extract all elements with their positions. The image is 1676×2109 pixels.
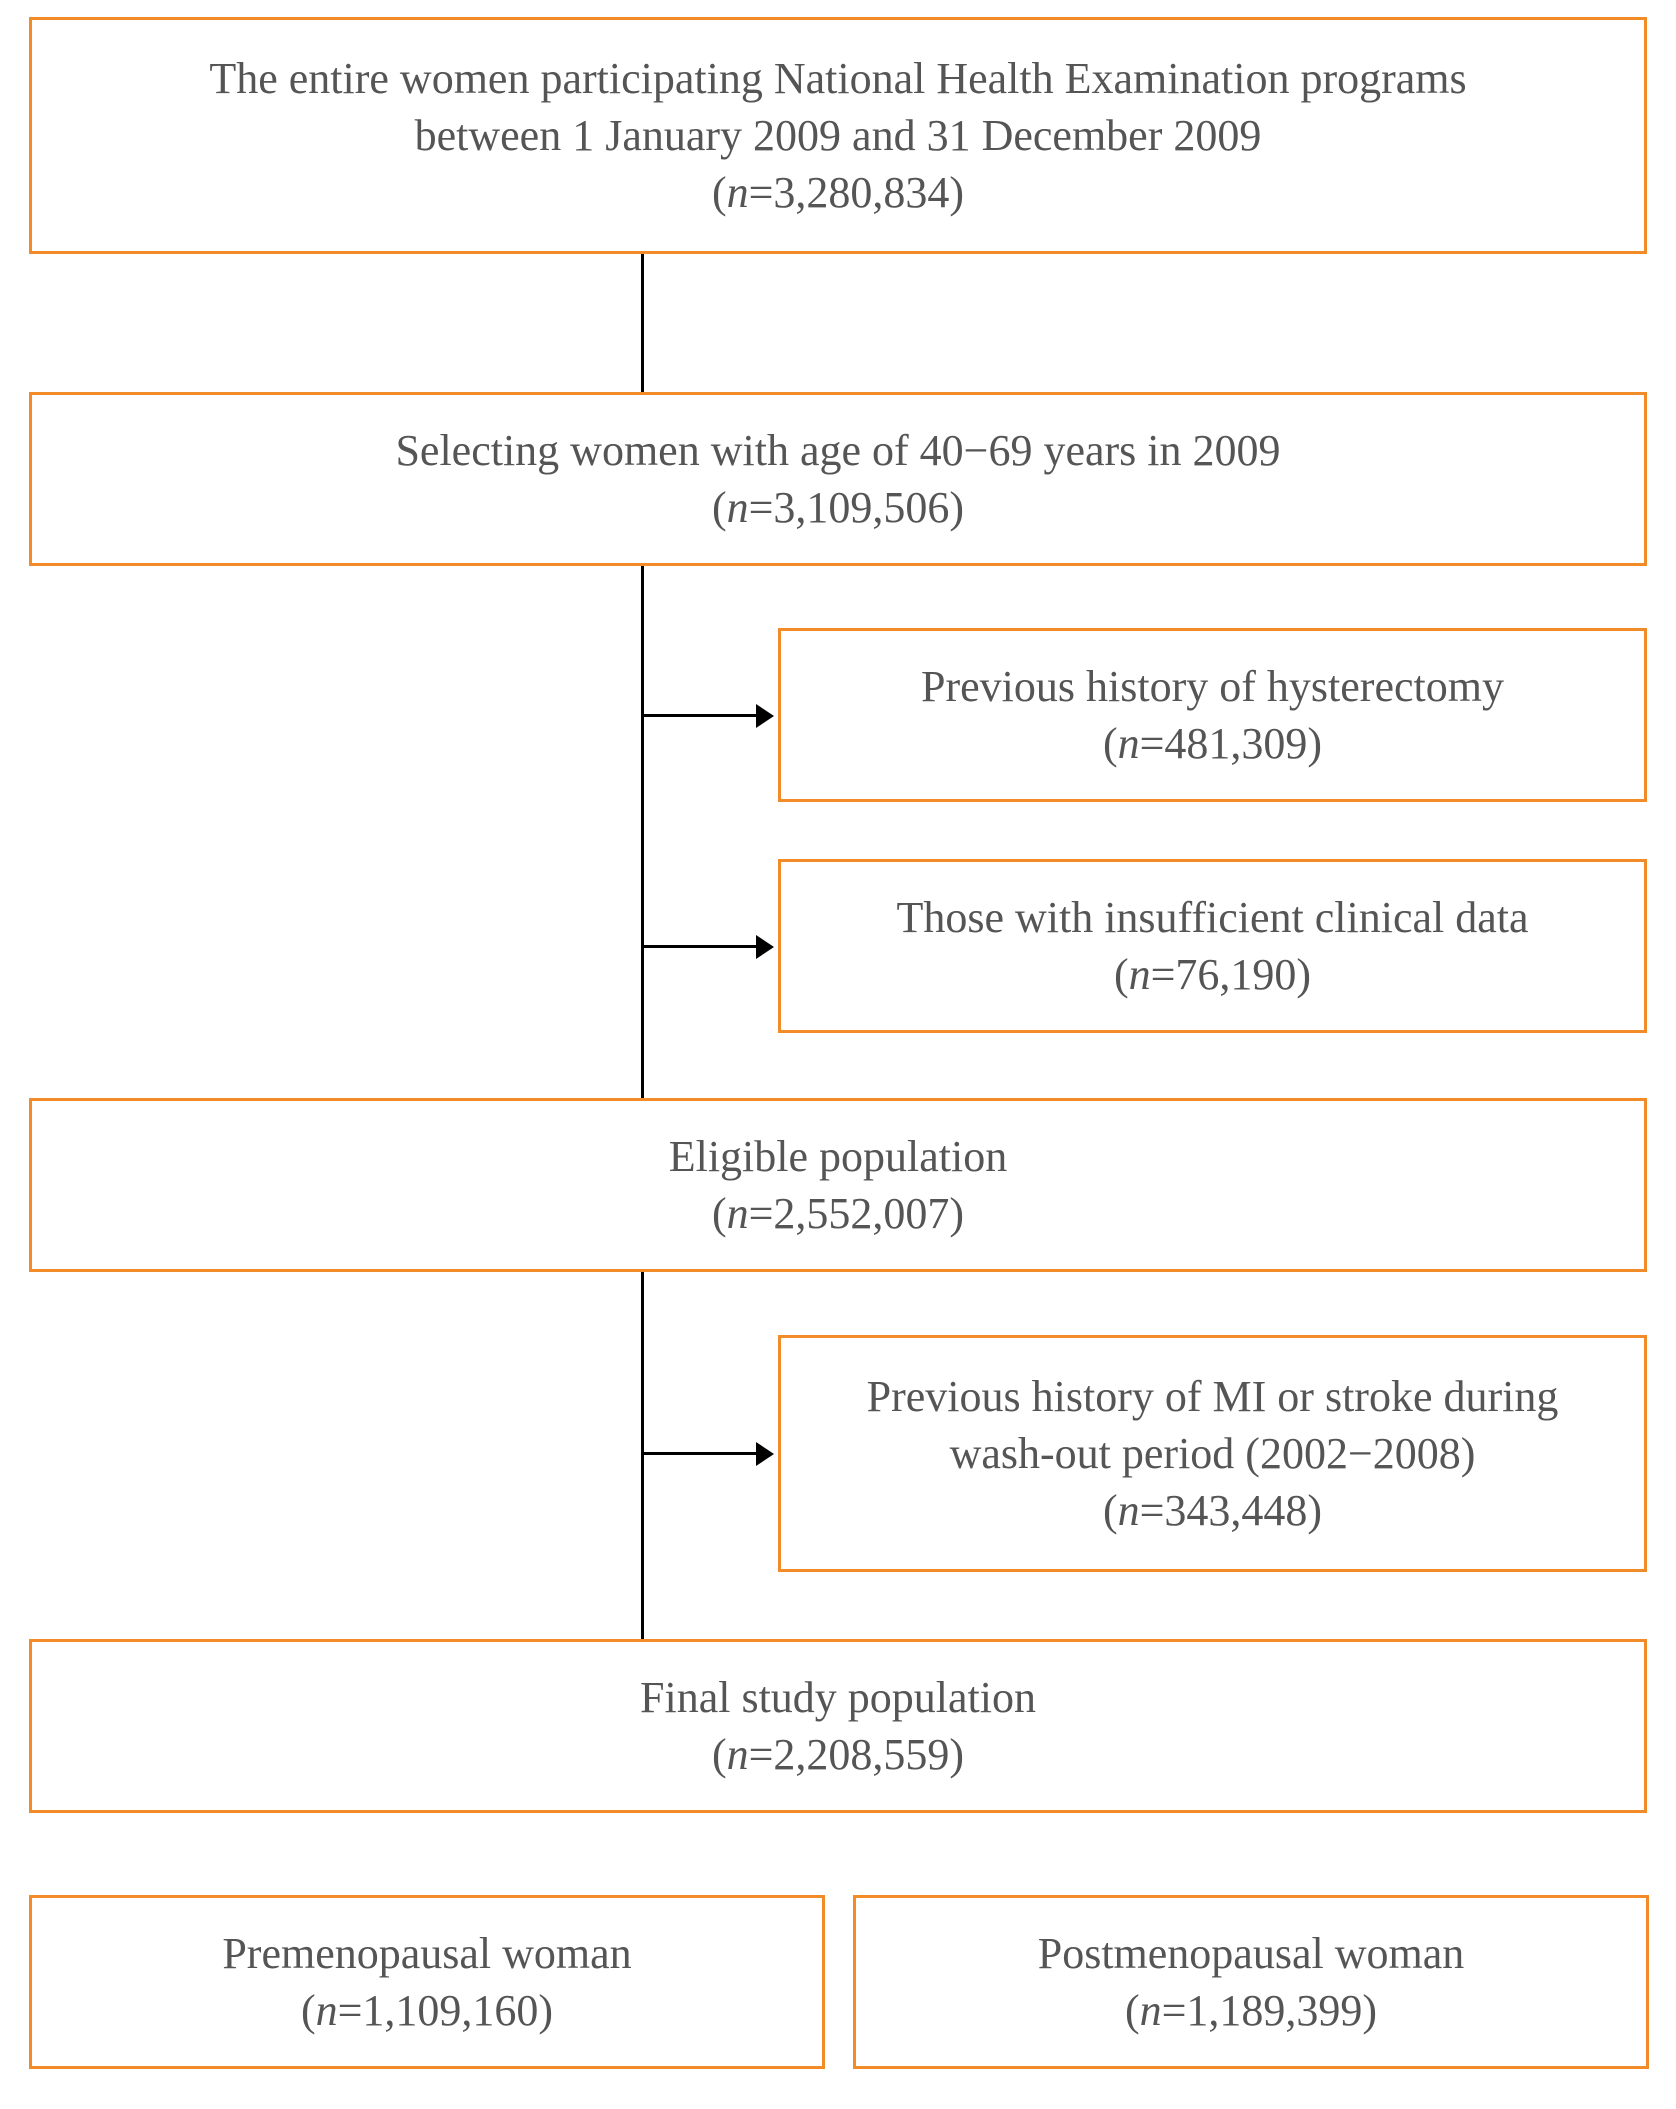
- box-initial-population: The entire women participating National …: [29, 17, 1647, 254]
- connector-hline: [641, 1452, 756, 1455]
- connector-vline: [641, 566, 644, 1098]
- n-line: (n=2,208,559): [712, 1726, 964, 1783]
- n-line: (n=343,448): [1103, 1482, 1322, 1539]
- text-line: Premenopausal woman: [222, 1925, 631, 1982]
- connector-hline: [641, 714, 756, 717]
- n-line: (n=2,552,007): [712, 1185, 964, 1242]
- n-line: (n=76,190): [1114, 946, 1311, 1003]
- box-final-population: Final study population (n=2,208,559): [29, 1639, 1647, 1813]
- text-line: wash-out period (2002−2008): [950, 1425, 1476, 1482]
- n-line: (n=3,280,834): [712, 164, 964, 221]
- arrow-right-icon: [756, 1442, 774, 1466]
- text-line: Postmenopausal woman: [1038, 1925, 1465, 1982]
- arrow-right-icon: [756, 704, 774, 728]
- box-eligible-population: Eligible population (n=2,552,007): [29, 1098, 1647, 1272]
- text-line: Eligible population: [669, 1128, 1008, 1185]
- n-line: (n=1,109,160): [301, 1982, 553, 2039]
- n-line: (n=3,109,506): [712, 479, 964, 536]
- text-line: Previous history of MI or stroke during: [867, 1368, 1559, 1425]
- connector-hline: [641, 945, 756, 948]
- connector-vline: [641, 254, 644, 392]
- arrow-right-icon: [756, 935, 774, 959]
- text-line: between 1 January 2009 and 31 December 2…: [415, 107, 1262, 164]
- connector-vline: [641, 1272, 644, 1639]
- text-line: Those with insufficient clinical data: [896, 889, 1528, 946]
- n-line: (n=481,309): [1103, 715, 1322, 772]
- box-postmenopausal: Postmenopausal woman (n=1,189,399): [853, 1895, 1649, 2069]
- text-line: Previous history of hysterectomy: [921, 658, 1504, 715]
- text-line: Selecting women with age of 40−69 years …: [395, 422, 1280, 479]
- box-age-selection: Selecting women with age of 40−69 years …: [29, 392, 1647, 566]
- box-premenopausal: Premenopausal woman (n=1,109,160): [29, 1895, 825, 2069]
- box-exclusion-mi-stroke: Previous history of MI or stroke during …: [778, 1335, 1647, 1572]
- n-line: (n=1,189,399): [1125, 1982, 1377, 2039]
- box-exclusion-insufficient-data: Those with insufficient clinical data (n…: [778, 859, 1647, 1033]
- text-line: The entire women participating National …: [209, 50, 1466, 107]
- text-line: Final study population: [640, 1669, 1036, 1726]
- box-exclusion-hysterectomy: Previous history of hysterectomy (n=481,…: [778, 628, 1647, 802]
